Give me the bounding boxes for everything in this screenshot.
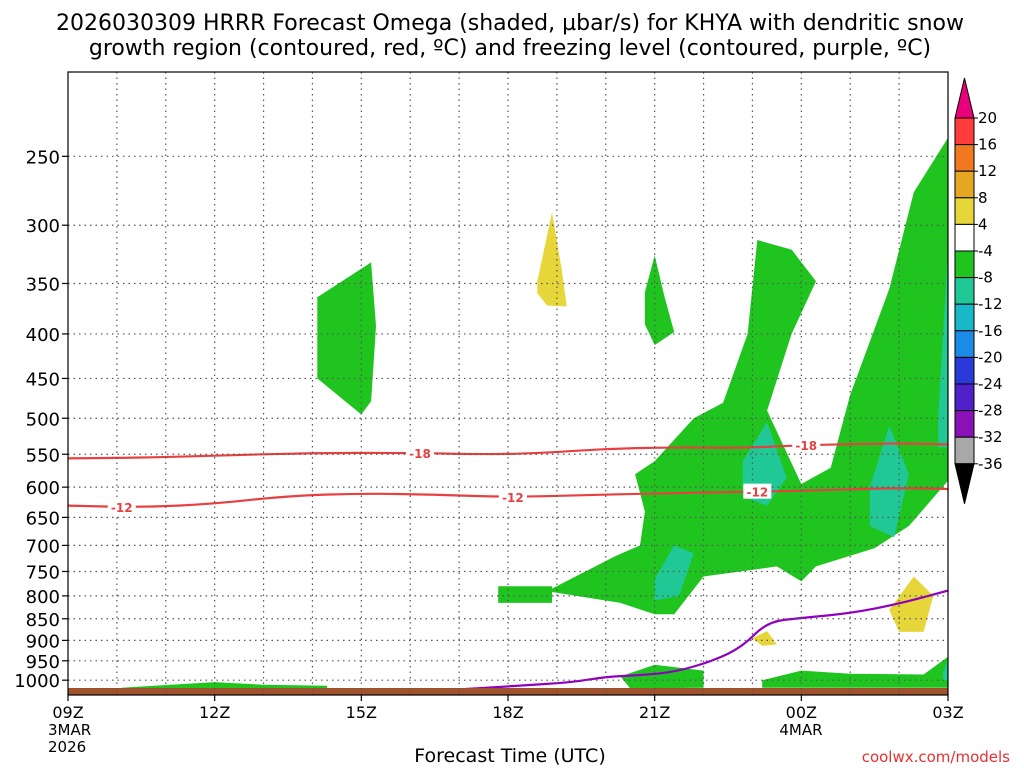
y-tick-label: 500	[26, 409, 60, 430]
x-tick-date-label: 4MAR	[779, 721, 822, 739]
x-tick-label: 03Z	[932, 703, 963, 722]
contour-label-bg	[743, 483, 772, 499]
color-bar-label: 8	[978, 189, 988, 207]
color-bar-band	[954, 383, 975, 412]
omega-region-yellow	[889, 576, 934, 632]
color-bar-label: 20	[978, 109, 997, 127]
contour-label-bg	[498, 488, 527, 504]
y-tick-label: 700	[26, 536, 60, 557]
omega-region-green	[121, 682, 328, 690]
ground-strip	[68, 688, 948, 695]
omega-region-green	[762, 656, 948, 688]
y-tick-label: 800	[26, 587, 60, 608]
plot-clipped-group	[68, 137, 948, 695]
y-tick-label: 900	[26, 631, 60, 652]
y-tick-label: 750	[26, 562, 60, 583]
color-bar-label: -28	[978, 402, 1003, 420]
chart-title-line-2: growth region (contoured, red, ºC) and f…	[89, 36, 931, 61]
x-tick-label: 18Z	[492, 703, 523, 722]
x-tick-date-label: 3MAR	[48, 721, 91, 739]
x-axis-label: Forecast Time (UTC)	[414, 745, 605, 767]
contour-label: -12	[746, 486, 768, 500]
y-tick-label: 1000	[14, 671, 60, 692]
y-tick-label: 950	[26, 652, 60, 673]
color-bar-bottom-arrow	[954, 463, 975, 504]
color-bar-band	[954, 144, 975, 172]
color-bar-label: -32	[978, 428, 1003, 446]
color-bar-band	[954, 170, 975, 199]
contour-label: -18	[409, 447, 431, 461]
color-bar-label: -16	[978, 322, 1003, 340]
y-tick-label: 550	[26, 445, 60, 466]
x-tick-label: 12Z	[199, 703, 230, 722]
y-tick-label: 650	[26, 508, 60, 529]
y-tick-label: 400	[26, 325, 60, 346]
credit-text: coolwx.com/models	[862, 748, 1010, 766]
x-tick-label: 21Z	[639, 703, 670, 722]
color-bar-label: -36	[978, 455, 1003, 473]
omega-region-yellow	[537, 212, 567, 307]
color-bar-band	[954, 436, 975, 465]
omega-region-green	[620, 664, 704, 689]
y-tick-label: 250	[26, 147, 60, 168]
x-tick-label: 15Z	[346, 703, 377, 722]
color-bar: 20 16 12 8 4 -4 -8 -12 -16 -20 -24 -28 -32 -36	[954, 77, 1003, 504]
contour-label: -12	[502, 491, 524, 505]
color-bar-band	[954, 356, 975, 385]
color-bar-label: -12	[978, 295, 1003, 313]
color-bar-band	[954, 250, 975, 279]
omega-region-teal	[943, 658, 948, 681]
omega-region-green	[644, 255, 675, 346]
omega-region-green	[317, 262, 376, 415]
omega-region-green	[498, 586, 552, 603]
contour-label: -18	[795, 439, 817, 453]
x-tick-label: 00Z	[786, 703, 817, 722]
omega-region-teal	[654, 545, 694, 601]
color-bar-band	[954, 117, 975, 146]
color-bar-top-arrow	[954, 77, 975, 119]
omega-region-teal	[869, 425, 909, 538]
color-bar-label: 16	[978, 136, 997, 154]
plot-area: -18 -18 -12 -12 -12 250 300 350 400 450 500 550 600 6…	[14, 71, 964, 756]
x-tick-year-label: 2026	[48, 738, 86, 756]
color-bar-band	[954, 410, 975, 438]
chart-title-line-1: 2026030309 HRRR Forecast Omega (shaded, …	[56, 11, 964, 36]
color-bar-label: -24	[978, 375, 1003, 393]
contour-label: -12	[111, 501, 133, 515]
omega-region-teal	[938, 249, 948, 448]
color-bar-band	[954, 330, 975, 358]
color-bar-band	[954, 197, 975, 225]
color-bar-band	[954, 277, 975, 305]
color-bar-label: -4	[978, 242, 993, 260]
color-bar-label: 12	[978, 162, 997, 180]
x-tick-label: 09Z	[52, 703, 83, 722]
omega-region-green	[547, 137, 948, 615]
color-bar-band	[954, 223, 975, 252]
y-tick-label: 350	[26, 274, 60, 295]
color-bar-label: -20	[978, 348, 1003, 366]
freezing-level-contour	[361, 589, 948, 695]
y-tick-label: 850	[26, 610, 60, 631]
y-tick-label: 450	[26, 369, 60, 390]
y-tick-label: 600	[26, 478, 60, 499]
omega-region-yellow	[752, 631, 777, 646]
color-bar-label: -8	[978, 269, 993, 287]
contour-label-bg	[107, 498, 136, 514]
contour-label-bg	[406, 445, 434, 461]
y-tick-label: 300	[26, 216, 60, 237]
contour-label-bg	[792, 437, 821, 453]
color-bar-label: 4	[978, 215, 988, 233]
dendritic-contour-minus18	[68, 442, 948, 460]
color-bar-band	[954, 303, 975, 332]
